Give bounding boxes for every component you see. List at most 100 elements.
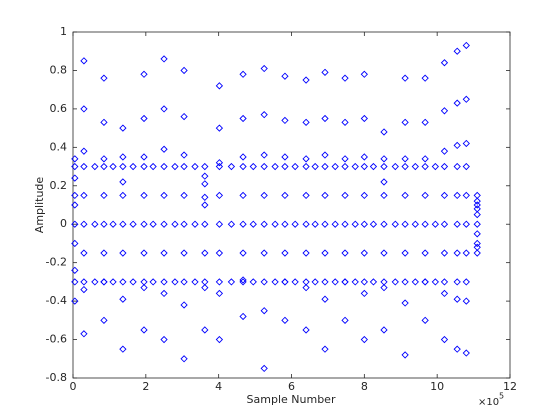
data-point xyxy=(215,278,224,286)
data-point xyxy=(180,191,188,200)
data-point xyxy=(440,335,449,344)
data-point xyxy=(462,95,470,103)
data-point xyxy=(239,191,247,200)
data-point xyxy=(215,191,224,200)
data-point xyxy=(119,162,127,171)
data-point xyxy=(321,295,329,303)
data-point xyxy=(140,162,148,171)
data-point xyxy=(421,162,429,171)
data-point xyxy=(321,68,329,77)
data-point xyxy=(100,220,108,228)
data-point xyxy=(473,230,481,238)
data-point xyxy=(380,220,388,228)
data-point xyxy=(341,191,349,200)
data-point xyxy=(71,155,79,163)
data-point xyxy=(180,66,188,75)
data-point xyxy=(473,249,481,257)
data-point xyxy=(411,220,419,228)
data-point xyxy=(453,295,461,303)
y-tick-label: 0 xyxy=(60,217,67,230)
data-point xyxy=(401,74,409,82)
data-point xyxy=(462,162,470,171)
data-point xyxy=(473,197,481,205)
data-point xyxy=(341,155,349,163)
data-point xyxy=(302,191,310,200)
data-point xyxy=(401,220,409,228)
data-point xyxy=(191,278,199,286)
data-point xyxy=(473,239,481,248)
data-point xyxy=(227,278,236,286)
data-point xyxy=(401,191,409,200)
data-point xyxy=(100,191,108,200)
data-point xyxy=(341,249,349,257)
data-point xyxy=(140,326,148,334)
data-point xyxy=(462,220,470,228)
data-point xyxy=(119,178,127,186)
data-point xyxy=(80,147,88,155)
data-point xyxy=(380,326,388,334)
data-point xyxy=(260,191,268,200)
data-point xyxy=(100,118,108,126)
data-point xyxy=(440,249,449,257)
data-point xyxy=(215,335,224,344)
data-point xyxy=(431,162,439,171)
x-exponent-base: ×10 xyxy=(478,397,499,408)
data-point xyxy=(360,191,368,200)
data-point xyxy=(160,289,168,298)
data-point xyxy=(227,162,236,171)
data-point xyxy=(321,191,329,200)
data-point xyxy=(331,220,339,228)
data-point xyxy=(239,276,247,284)
data-point xyxy=(191,220,199,228)
data-point xyxy=(380,162,388,171)
data-point xyxy=(281,116,289,125)
data-point xyxy=(431,220,439,228)
data-point xyxy=(260,249,268,257)
data-point xyxy=(473,220,481,228)
data-point xyxy=(302,284,310,292)
data-point xyxy=(281,191,289,200)
data-point xyxy=(401,155,409,163)
data-point xyxy=(119,191,127,200)
data-point xyxy=(140,284,148,292)
data-point xyxy=(201,172,209,180)
data-point xyxy=(401,299,409,307)
data-point xyxy=(260,64,268,73)
data-point xyxy=(180,278,188,286)
data-point xyxy=(453,220,461,228)
data-point xyxy=(440,107,449,115)
x-tick-label: 12 xyxy=(503,380,517,393)
data-point xyxy=(119,249,127,257)
data-point xyxy=(201,193,209,201)
data-point xyxy=(351,220,359,228)
data-point xyxy=(215,162,224,171)
y-tick-label: -0.6 xyxy=(46,333,67,346)
data-point xyxy=(360,335,368,344)
data-point xyxy=(119,295,127,303)
data-point xyxy=(453,162,461,171)
data-point xyxy=(149,278,157,286)
data-point xyxy=(239,220,247,228)
data-point xyxy=(311,220,319,228)
data-point xyxy=(149,162,157,171)
data-point xyxy=(140,249,148,257)
data-point xyxy=(321,220,329,228)
data-point xyxy=(100,162,108,171)
data-point xyxy=(227,220,236,228)
y-tick-label: 0.2 xyxy=(50,179,68,192)
data-point xyxy=(321,278,329,286)
data-point xyxy=(421,278,429,286)
data-point xyxy=(160,278,168,286)
data-point xyxy=(462,297,470,305)
data-point xyxy=(421,220,429,228)
data-point xyxy=(180,162,188,171)
data-point xyxy=(100,316,108,324)
x-tick-label: 0 xyxy=(70,380,77,393)
data-point xyxy=(302,76,310,84)
data-point xyxy=(160,249,168,257)
data-point xyxy=(119,345,127,353)
y-axis-label: Amplitude xyxy=(33,177,46,234)
data-point xyxy=(201,180,209,188)
data-point xyxy=(462,349,470,357)
data-point xyxy=(411,278,419,286)
